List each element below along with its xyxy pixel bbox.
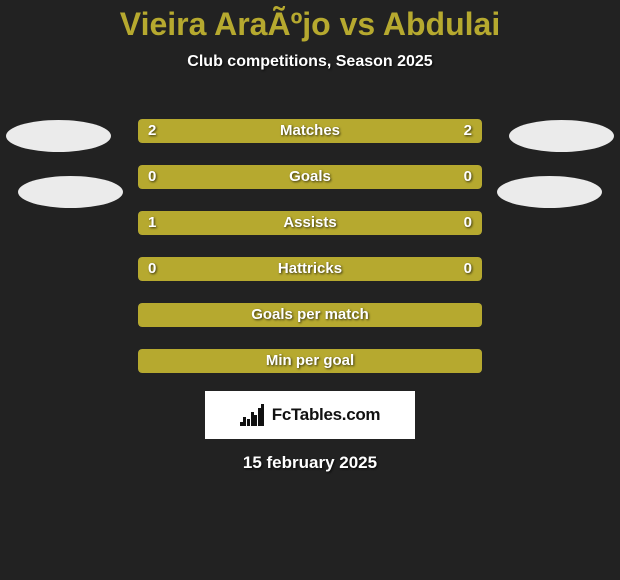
stat-label: Hattricks — [138, 257, 482, 281]
stats-container: 22Matches 00Goals 10Assists 00Hattricks Goal… — [0, 119, 620, 373]
player2-avatar-bottom — [497, 176, 602, 208]
stat-label: Matches — [138, 119, 482, 143]
stat-row: Goals per match — [138, 303, 482, 327]
stat-row: 10Assists — [138, 211, 482, 235]
stat-row: 00Hattricks — [138, 257, 482, 281]
stat-label: Goals — [138, 165, 482, 189]
date-label: 15 february 2025 — [0, 453, 620, 473]
stat-label: Assists — [138, 211, 482, 235]
page-title: Vieira AraÃºjo vs Abdulai — [0, 0, 620, 43]
logo-bars-icon — [240, 404, 266, 426]
stat-row: 00Goals — [138, 165, 482, 189]
stat-label: Min per goal — [138, 349, 482, 373]
stat-row: 22Matches — [138, 119, 482, 143]
stat-label: Goals per match — [138, 303, 482, 327]
subtitle: Club competitions, Season 2025 — [0, 53, 620, 71]
player1-avatar-top — [6, 120, 111, 152]
stat-row: Min per goal — [138, 349, 482, 373]
logo-box: FcTables.com — [205, 391, 415, 439]
player2-avatar-top — [509, 120, 614, 152]
logo-text: FcTables.com — [272, 405, 381, 425]
player1-avatar-bottom — [18, 176, 123, 208]
